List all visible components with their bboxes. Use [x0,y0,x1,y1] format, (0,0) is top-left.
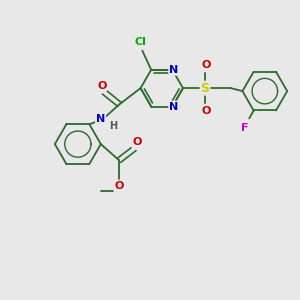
Text: O: O [132,137,141,147]
Text: H: H [110,121,118,131]
Text: O: O [114,181,124,191]
Text: N: N [169,65,178,75]
Text: O: O [97,80,106,91]
Text: S: S [201,82,210,95]
Text: O: O [202,61,211,70]
Text: N: N [169,101,178,112]
Text: N: N [96,114,105,124]
Text: F: F [241,123,249,133]
Text: O: O [202,106,211,116]
Text: Cl: Cl [135,38,147,47]
